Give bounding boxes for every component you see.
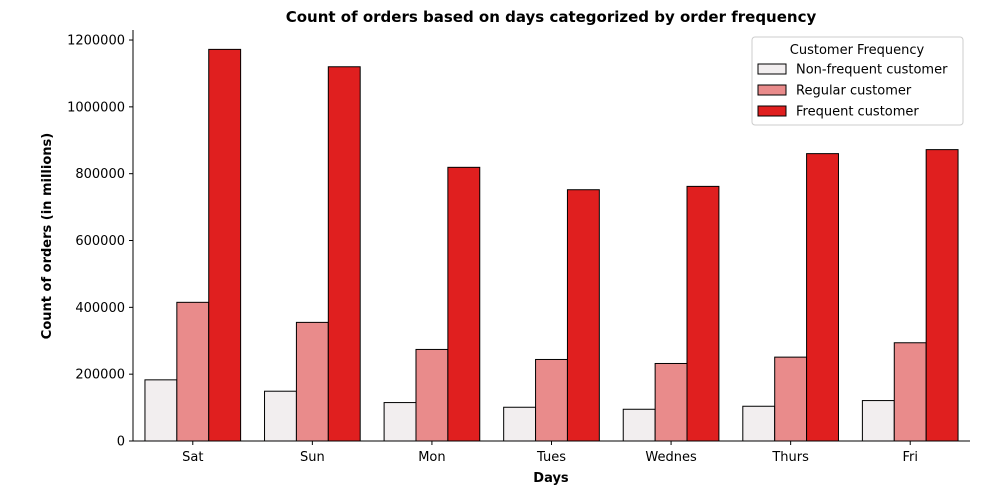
legend-items: Non-frequent customer Regular customer Fre…: [757, 63, 948, 120]
bar-sun-series-1: [264, 390, 297, 442]
y-tick-label: 200000: [75, 368, 125, 383]
bar-thurs-series-3: [806, 153, 839, 442]
bar-mon-series-1: [383, 402, 417, 442]
x-tick-label-sun: Sun: [300, 450, 325, 465]
axes-layer: 0 200000 400000 600000 800000 1000000 1200000 S…: [67, 30, 970, 465]
y-tick-label: 0: [117, 435, 125, 450]
bar-mon-series-3: [447, 166, 481, 442]
x-tick-label-wednes: Wednes: [645, 450, 697, 465]
bar-tues-series-3: [566, 189, 600, 442]
y-tick-label: 1000000: [67, 100, 125, 115]
bar-sat-series-2: [176, 301, 210, 442]
bar-sun-series-3: [327, 66, 361, 442]
legend-title: Customer Frequency: [790, 43, 925, 58]
x-tick-label-fri: Fri: [902, 450, 918, 465]
y-tick-label: 1200000: [67, 34, 125, 49]
y-tick-label: 800000: [75, 167, 125, 182]
legend-swatch-series-1: [757, 63, 787, 75]
bar-thurs-series-2: [774, 356, 808, 442]
x-axis-label: Days: [533, 471, 569, 486]
bar-fri-series-2: [893, 342, 927, 442]
x-tick-label-mon: Mon: [418, 450, 445, 465]
bar-tues-series-1: [503, 406, 537, 442]
bar-fri-series-3: [925, 149, 959, 442]
legend-swatch-series-3: [757, 105, 787, 117]
bar-wednes-series-2: [654, 362, 688, 442]
legend-frame: [751, 36, 964, 126]
legend: Customer Frequency Non-frequent customer…: [751, 36, 964, 126]
bar-fri-series-1: [861, 400, 895, 442]
bars-layer: [144, 48, 959, 442]
y-axis-label: Count of orders (in millions): [40, 133, 55, 339]
y-tick-label: 400000: [75, 301, 125, 316]
y-tick-label: 600000: [75, 234, 125, 249]
x-tick-label-sat: Sat: [182, 450, 203, 465]
bar-sun-series-2: [295, 321, 329, 442]
bar-thurs-series-1: [742, 405, 776, 442]
bar-mon-series-2: [415, 348, 449, 442]
bar-sat-series-3: [208, 48, 242, 442]
legend-label-series-3: Frequent customer: [796, 105, 919, 120]
bar-sat-series-1: [144, 379, 178, 442]
bar-wednes-series-1: [622, 408, 656, 442]
chart-title: Count of orders based on days categorize…: [286, 8, 817, 26]
legend-label-series-1: Non-frequent customer: [796, 63, 948, 78]
legend-swatch-series-2: [757, 84, 787, 96]
x-tick-label-tues: Tues: [536, 450, 566, 465]
bar-wednes-series-3: [686, 185, 720, 442]
bar-tues-series-2: [535, 358, 568, 442]
legend-label-series-2: Regular customer: [796, 84, 912, 99]
x-tick-label-thurs: Thurs: [771, 450, 809, 465]
